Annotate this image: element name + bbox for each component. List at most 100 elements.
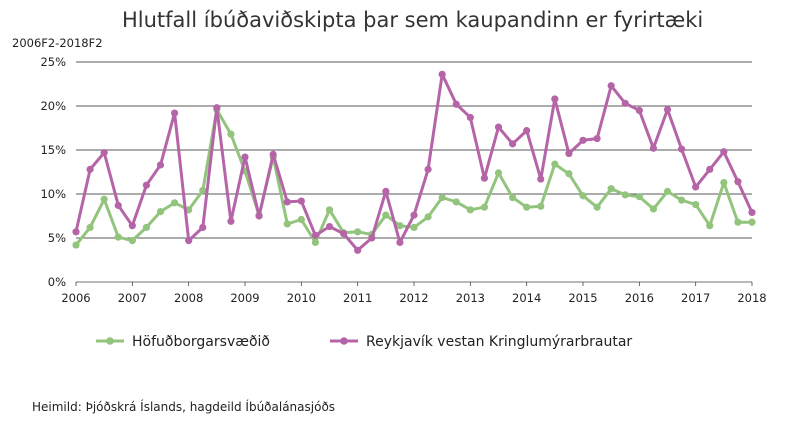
- data-point: [593, 203, 601, 211]
- data-point: [494, 123, 503, 131]
- data-point: [523, 203, 531, 211]
- data-point: [466, 113, 474, 122]
- data-point: [213, 104, 221, 112]
- data-point: [734, 178, 742, 186]
- x-tick-label: 2007: [118, 291, 147, 305]
- data-point: [551, 95, 559, 103]
- data-point: [692, 200, 700, 209]
- data-point: [382, 187, 390, 195]
- data-point: [396, 238, 404, 246]
- legend: Höfuðborgarsvæðið Reykjavík vestan Kringl…: [96, 334, 632, 350]
- chart-title: Hlutfall íbúðaviðskipta þar sem kaupandi…: [122, 8, 704, 32]
- data-point: [156, 208, 165, 216]
- data-point: [677, 196, 686, 204]
- data-point: [607, 82, 615, 90]
- data-point: [706, 165, 714, 173]
- data-point: [283, 220, 291, 228]
- x-tick-label: 2014: [512, 291, 541, 305]
- data-point: [269, 150, 277, 158]
- data-point: [635, 106, 643, 114]
- data-point: [607, 185, 615, 193]
- data-point: [692, 183, 700, 191]
- x-tick-label: 2015: [568, 291, 597, 305]
- data-point: [128, 237, 136, 245]
- x-tick-label: 2016: [625, 291, 654, 305]
- data-point: [635, 193, 643, 201]
- x-tick-label: 2012: [399, 291, 428, 305]
- data-point: [142, 181, 151, 189]
- data-point: [621, 99, 629, 107]
- data-point: [86, 165, 94, 173]
- data-point: [72, 241, 80, 249]
- x-tick-label: 2017: [681, 291, 710, 305]
- legend-label: Reykjavík vestan Kringlumýrarbrautar: [366, 334, 632, 350]
- data-point: [523, 127, 531, 135]
- data-point: [424, 213, 432, 221]
- data-point: [452, 100, 460, 108]
- data-point: [480, 174, 489, 182]
- legend-item-1: Höfuðborgarsvæðið: [96, 334, 270, 350]
- data-point: [508, 140, 517, 148]
- y-tick-label: 15%: [40, 143, 66, 157]
- data-point: [734, 218, 742, 226]
- data-point: [114, 233, 122, 241]
- data-point: [283, 198, 291, 206]
- data-point: [339, 230, 348, 238]
- data-point: [621, 191, 629, 199]
- chart-subtitle: 2006F2-2018F2: [12, 36, 103, 50]
- data-point: [537, 175, 545, 183]
- legend-item-2: Reykjavík vestan Kringlumýrarbrautar: [330, 334, 632, 350]
- source-note: Heimild: Þjóðskrá Íslands, hagdeild Íbúð…: [32, 400, 336, 414]
- data-point: [72, 228, 80, 236]
- data-point: [255, 212, 263, 220]
- x-tick-label: 2006: [61, 291, 90, 305]
- data-point: [311, 231, 320, 239]
- x-tick-label: 2008: [174, 291, 203, 305]
- data-point: [170, 199, 179, 207]
- data-point: [325, 206, 334, 214]
- data-point: [579, 192, 587, 200]
- data-point: [100, 149, 108, 157]
- data-point: [494, 169, 503, 177]
- data-point: [593, 134, 601, 143]
- data-point: [128, 222, 136, 230]
- y-tick-label: 10%: [40, 187, 66, 201]
- data-point: [706, 222, 714, 230]
- data-point: [720, 178, 728, 187]
- data-point: [677, 145, 686, 153]
- data-point: [170, 109, 179, 117]
- data-point: [424, 165, 432, 173]
- x-tick-label: 2011: [343, 291, 372, 305]
- data-point: [649, 144, 658, 152]
- data-point: [565, 170, 573, 178]
- data-point: [565, 149, 573, 158]
- data-point: [508, 193, 517, 202]
- x-tick-label: 2018: [737, 291, 766, 305]
- y-tick-label: 0%: [48, 275, 66, 289]
- y-tick-label: 5%: [48, 231, 66, 245]
- series-2: [72, 70, 756, 254]
- data-point: [86, 223, 94, 232]
- y-axis-ticks: 0% 5% 10% 15% 20% 25%: [40, 55, 66, 289]
- data-point: [241, 153, 249, 161]
- data-point: [466, 206, 474, 214]
- x-tick-label: 2010: [287, 291, 316, 305]
- data-point: [579, 136, 587, 144]
- data-point: [354, 246, 362, 254]
- data-point: [410, 211, 418, 219]
- data-point: [368, 234, 376, 242]
- x-tick-label: 2009: [230, 291, 259, 305]
- y-tick-label: 25%: [40, 55, 66, 69]
- data-point: [663, 187, 672, 195]
- data-point: [297, 215, 305, 224]
- data-point: [396, 222, 404, 230]
- data-point: [100, 195, 108, 203]
- legend-label: Höfuðborgarsvæðið: [132, 334, 270, 350]
- data-point: [354, 228, 362, 236]
- data-point: [185, 237, 193, 245]
- data-point: [156, 161, 165, 169]
- data-point: [142, 223, 151, 232]
- series-group: [72, 70, 756, 254]
- data-point: [649, 205, 658, 213]
